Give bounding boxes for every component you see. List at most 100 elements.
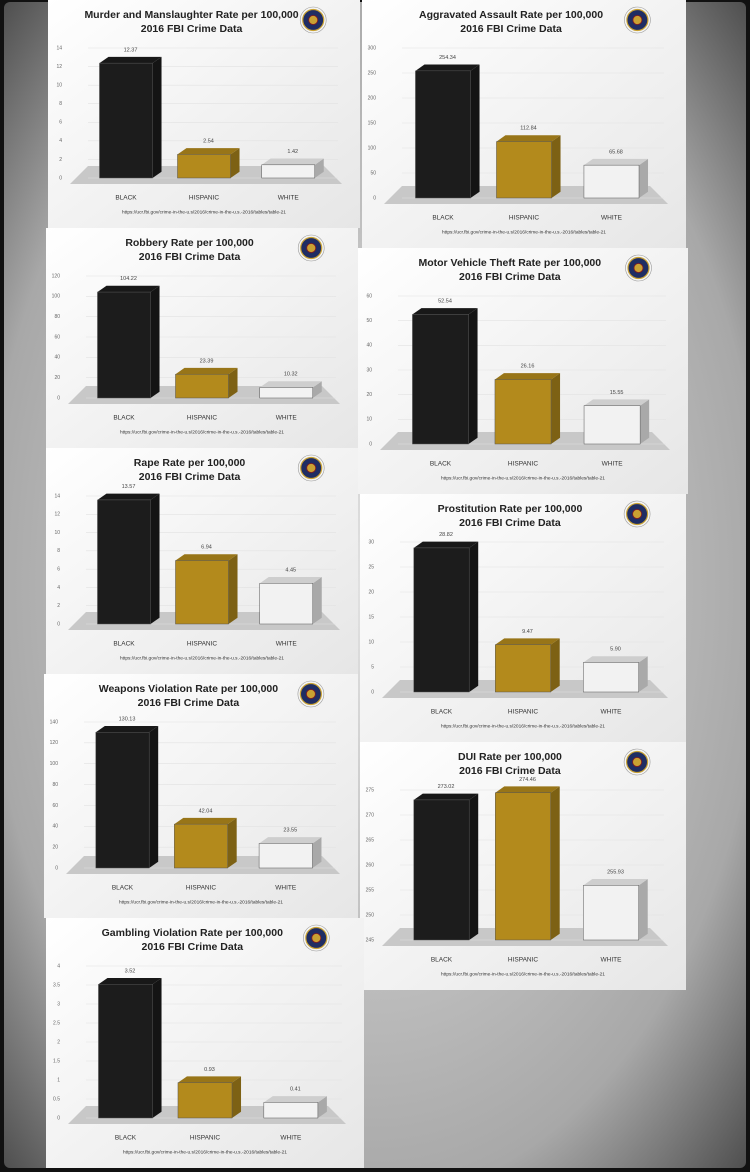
bar-side — [232, 1076, 242, 1118]
y-tick-label: 255 — [366, 887, 375, 893]
bar — [261, 164, 316, 179]
bar — [177, 154, 231, 179]
y-tick-label: 270 — [366, 812, 375, 818]
bar-top — [98, 977, 162, 985]
y-tick-label: 150 — [368, 120, 377, 126]
bar-top — [495, 638, 560, 645]
value-label: 26.16 — [521, 364, 535, 370]
y-tick-label: 8 — [57, 548, 60, 554]
bar-top — [583, 879, 648, 886]
y-tick-label: 80 — [52, 782, 58, 788]
seal — [305, 689, 316, 699]
bar-top — [95, 725, 159, 733]
bar — [175, 373, 229, 399]
bar — [263, 1102, 319, 1119]
value-label: 104.22 — [120, 276, 137, 282]
bar-side — [312, 577, 322, 624]
x-tick-label: BLACK — [115, 195, 137, 202]
bar — [412, 314, 469, 445]
source-note: https://ucr.fbi.gov/crime-in-the-u.s/201… — [120, 429, 284, 435]
chart-panel — [44, 674, 358, 918]
bar-top — [175, 367, 238, 375]
y-tick-label: 4 — [59, 138, 62, 144]
bar-side — [149, 725, 159, 868]
y-tick-label: 0 — [55, 865, 58, 871]
bar — [583, 164, 640, 199]
bar-top — [495, 786, 560, 793]
chart-subtitle: 2016 FBI Crime Data — [138, 697, 240, 709]
x-tick-label: HISPANIC — [508, 709, 539, 716]
bar-side — [152, 977, 162, 1118]
bar-side — [551, 135, 561, 198]
x-tick-label: WHITE — [278, 195, 300, 202]
value-label: 52.54 — [438, 299, 452, 305]
y-tick-label: 20 — [368, 589, 374, 595]
bar-side — [470, 64, 480, 198]
y-tick-label: 275 — [366, 787, 375, 793]
source-note: https://ucr.fbi.gov/crime-in-the-u.s/201… — [441, 475, 605, 481]
bar-side — [312, 381, 322, 398]
source-note: https://ucr.fbi.gov/crime-in-the-u.s/201… — [442, 229, 606, 235]
bar-top — [97, 493, 160, 500]
bar-side — [640, 399, 650, 444]
source-note: https://ucr.fbi.gov/crime-in-the-u.s/201… — [120, 655, 284, 661]
chart-title: Aggravated Assault Rate per 100,000 — [419, 9, 603, 21]
x-tick-label: WHITE — [275, 885, 297, 892]
bar — [99, 62, 153, 179]
x-tick-label: HISPANIC — [508, 957, 539, 964]
bar-side — [550, 786, 560, 940]
bar — [174, 823, 228, 869]
bar-top — [415, 64, 480, 71]
bar — [175, 560, 229, 625]
y-tick-label: 14 — [54, 493, 60, 499]
seal — [311, 933, 322, 943]
x-tick-label: HISPANIC — [190, 1135, 221, 1142]
bar-side — [317, 1096, 327, 1118]
bar — [583, 405, 641, 445]
value-label: 12.37 — [124, 47, 138, 53]
chart-subtitle: 2016 FBI Crime Data — [139, 471, 241, 483]
y-tick-label: 245 — [366, 937, 375, 943]
x-tick-label: WHITE — [276, 415, 298, 422]
x-tick-label: BLACK — [112, 885, 134, 892]
x-tick-label: BLACK — [431, 957, 453, 964]
bar — [413, 799, 470, 941]
bar-top — [177, 148, 240, 155]
value-label: 23.55 — [283, 828, 297, 834]
y-tick-label: 100 — [50, 761, 59, 767]
bar — [97, 499, 151, 625]
value-label: 23.39 — [200, 358, 214, 364]
bar-top — [263, 1096, 327, 1103]
bar-top — [259, 577, 322, 584]
y-tick-label: 250 — [368, 70, 377, 76]
y-tick-label: 3 — [57, 1001, 60, 1007]
y-tick-label: 120 — [50, 740, 59, 746]
y-tick-label: 50 — [370, 170, 376, 176]
y-tick-label: 2.5 — [53, 1020, 60, 1026]
bar — [259, 387, 314, 399]
value-label: 2.54 — [203, 139, 214, 145]
x-tick-label: HISPANIC — [509, 215, 540, 222]
seal — [308, 15, 319, 25]
bar — [496, 141, 552, 199]
x-tick-label: WHITE — [280, 1135, 302, 1142]
chart-subtitle: 2016 FBI Crime Data — [141, 23, 243, 35]
y-tick-label: 6 — [57, 566, 60, 572]
y-tick-label: 60 — [52, 803, 58, 809]
y-tick-label: 40 — [52, 824, 58, 830]
value-label: 254.34 — [439, 55, 456, 61]
bar-top — [261, 158, 324, 165]
y-tick-label: 5 — [371, 664, 374, 670]
y-tick-label: 1.5 — [53, 1058, 60, 1064]
y-tick-label: 0 — [369, 441, 372, 447]
x-tick-label: BLACK — [113, 415, 135, 422]
chart-subtitle: 2016 FBI Crime Data — [459, 271, 561, 283]
x-tick-label: HISPANIC — [189, 195, 220, 202]
seal — [633, 263, 644, 273]
y-tick-label: 60 — [54, 334, 60, 340]
y-tick-label: 20 — [366, 392, 372, 398]
bar — [494, 379, 552, 445]
chart-subtitle: 2016 FBI Crime Data — [139, 251, 241, 263]
bar — [495, 644, 551, 693]
bar-top — [494, 373, 561, 380]
